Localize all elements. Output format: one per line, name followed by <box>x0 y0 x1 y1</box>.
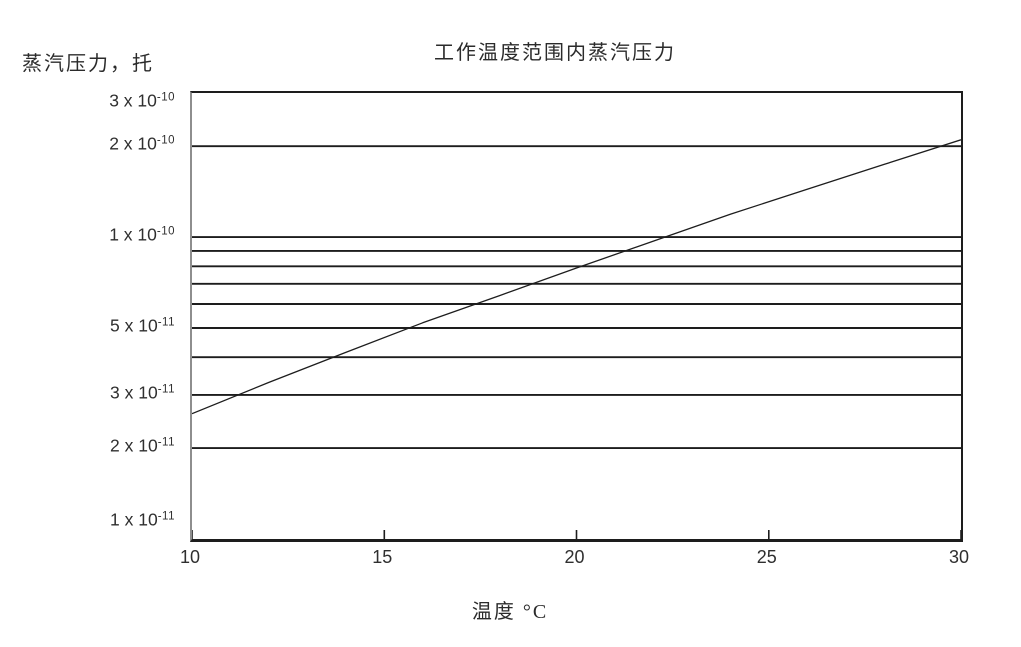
plot-area <box>190 91 963 542</box>
vapor-pressure-curve <box>192 139 961 415</box>
x-tick-label: 30 <box>948 547 970 567</box>
y-axis-tick-labels: 3 x 10-10 2 x 10-10 1 x 10-10 5 x 10-11 3 x … <box>0 91 180 537</box>
x-axis-tick-labels: 10 15 20 25 30 <box>180 547 969 575</box>
plot-canvas <box>192 139 961 539</box>
y-axis-title: 蒸汽压力，托 <box>22 53 154 75</box>
y-tick-label: 3 x 10-10 <box>109 90 175 111</box>
y-tick-label: 1 x 10-10 <box>109 224 175 245</box>
x-axis-title: 温度 °C <box>471 601 549 623</box>
y-tick-label: 3 x 10-11 <box>110 382 175 403</box>
x-tick-label: 15 <box>372 547 393 567</box>
y-tick-label: 1 x 10-11 <box>110 509 175 530</box>
x-tick-label: 10 <box>179 547 201 567</box>
y-tick-label: 5 x 10-11 <box>110 315 175 336</box>
x-tick-label: 20 <box>564 547 585 567</box>
y-tick-label: 2 x 10-11 <box>110 435 175 456</box>
y-tick-label: 2 x 10-10 <box>109 133 175 154</box>
x-tick-label: 25 <box>756 547 777 567</box>
chart-title: 工作温度范围内蒸汽压力 <box>434 42 676 64</box>
